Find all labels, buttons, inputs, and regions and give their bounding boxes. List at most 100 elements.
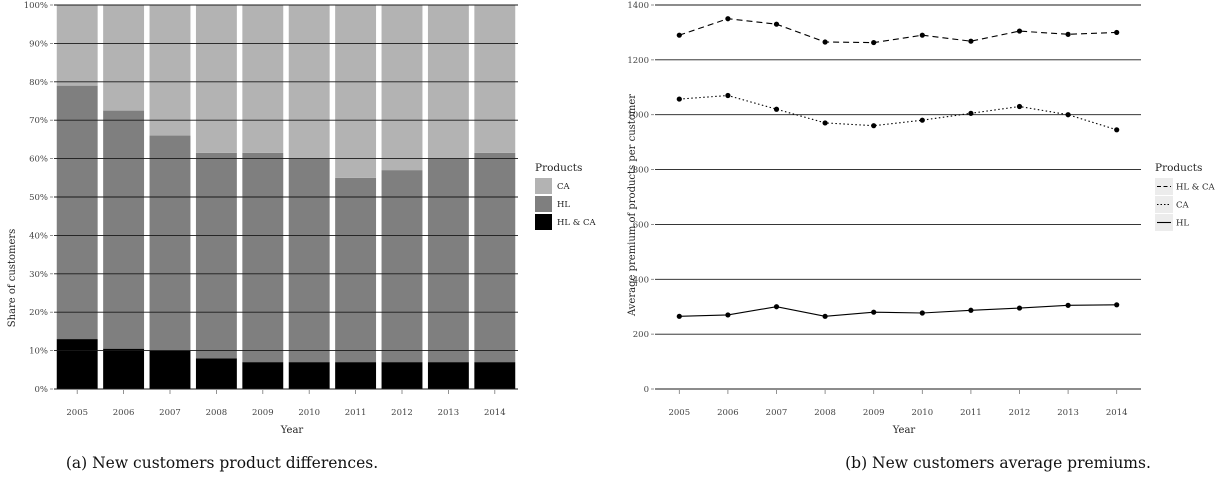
line-chart-lines [676, 16, 1120, 319]
line-point-hl-ca-2005 [676, 32, 682, 38]
line-point-ca-2013 [1065, 112, 1071, 118]
bar-segment-hl-2005 [56, 85, 98, 340]
bar-chart-x-tick-label: 2013 [438, 408, 460, 418]
line-point-ca-2006 [725, 92, 731, 99]
line-point-hl-2011 [968, 307, 974, 313]
bar-chart-y-tick-label: 90% [29, 39, 48, 49]
bar-chart-y-tick-label: 30% [29, 270, 48, 280]
line-chart-y-tick-label: 1400 [627, 1, 649, 11]
line-chart-y-tick-label: 200 [633, 330, 649, 340]
bar-chart-x-axis-title: Year [280, 425, 304, 436]
line-chart-x-axis-title: Year [892, 425, 916, 436]
line-chart-caption: (b) New customers average premiums. [845, 454, 1151, 472]
bar-segment-hl-2008 [195, 152, 237, 359]
line-point-hl-ca-2007 [773, 21, 780, 27]
bar-segment-hl-ca-2006 [103, 348, 145, 389]
bar-segment-ca-2011 [335, 5, 377, 178]
line-chart-y-tick-label: 400 [633, 275, 649, 285]
line-chart-legend-label: CA [1176, 201, 1190, 211]
bar-chart-caption: (a) New customers product differences. [66, 454, 378, 472]
line-point-ca-2007 [773, 106, 780, 112]
bar-segment-hl-ca-2005 [56, 339, 98, 389]
line-point-hl-ca-2012 [1016, 28, 1023, 34]
bar-segment-ca-2014 [474, 5, 516, 153]
bar-chart-y-tick-label: 50% [29, 193, 48, 203]
bar-segment-hl-ca-2009 [242, 362, 284, 389]
bar-segment-hl-2011 [335, 177, 377, 363]
line-chart-y-axis-title: Average premium of products per customer [627, 94, 638, 317]
line-chart-gridlines [655, 4, 1141, 390]
bar-chart-y-tick-label: 10% [29, 347, 48, 357]
bar-segment-ca-2006 [103, 5, 145, 111]
bar-segment-hl-ca-2014 [474, 362, 516, 389]
bar-chart-legend-title: Products [535, 162, 582, 174]
line-point-hl-2014 [1114, 302, 1120, 308]
line-chart-x-tick-label: 2010 [911, 408, 933, 418]
line-chart-legend-title: Products [1155, 162, 1202, 174]
bar-chart-legend-label: HL [557, 200, 570, 210]
bar-chart-legend-swatch [535, 196, 552, 212]
bar-segment-hl-ca-2010 [288, 362, 330, 389]
line-point-hl-ca-2008 [822, 39, 828, 45]
line-chart-x-tick-label: 2009 [863, 408, 885, 418]
bar-chart-y-tick-label: 60% [29, 155, 48, 165]
bar-chart-x-tick-label: 2007 [159, 408, 181, 418]
bar-segment-ca-2009 [242, 5, 284, 153]
line-point-ca-2005 [676, 96, 682, 102]
bar-segment-hl-ca-2011 [335, 362, 377, 389]
line-chart-x-ticks: 2005 2006 2007 2008 2009 2010 2011 2012 2013 2014 [668, 390, 1128, 418]
bar-chart-y-tick-label: 0% [35, 385, 49, 395]
line-point-hl-2012 [1016, 305, 1023, 311]
line-chart-y-tick-label: 800 [633, 166, 649, 176]
line-chart-x-tick-label: 2011 [960, 408, 982, 418]
line-point-ca-2011 [968, 110, 974, 116]
line-point-hl-2006 [725, 312, 731, 318]
bar-segment-hl-2006 [103, 110, 145, 349]
line-chart-y-tick-label: 1000 [627, 111, 649, 121]
bar-chart-x-tick-label: 2012 [391, 408, 413, 418]
line-chart-x-tick-label: 2005 [668, 408, 690, 418]
line-point-ca-2014 [1114, 127, 1120, 133]
bar-segment-hl-ca-2013 [427, 362, 469, 389]
line-point-hl-2010 [919, 310, 925, 316]
bar-chart-y-axis-title: Share of customers [7, 229, 18, 328]
line-point-hl-ca-2013 [1065, 31, 1071, 37]
bar-chart-legend-label: CA [557, 182, 571, 192]
bar-chart-x-tick-label: 2014 [484, 408, 506, 418]
line-point-hl-2013 [1065, 302, 1071, 308]
bar-segment-hl-2013 [427, 158, 469, 363]
line-chart-x-tick-label: 2014 [1106, 408, 1128, 418]
bar-chart-x-tick-label: 2008 [206, 408, 228, 418]
bar-chart-panel: 0%10%20%30%40%50%60%70%80%90%100% 2005 20… [7, 1, 597, 472]
line-chart-x-tick-label: 2012 [1009, 408, 1031, 418]
line-chart-legend-label: HL & CA [1176, 183, 1216, 193]
bar-chart-y-tick-label: 20% [29, 308, 48, 318]
bar-chart-x-tick-label: 2006 [113, 408, 135, 418]
line-point-ca-2008 [822, 120, 828, 126]
bar-segment-hl-ca-2012 [381, 362, 423, 389]
line-point-hl-ca-2009 [871, 39, 877, 46]
bar-segment-ca-2012 [381, 5, 423, 171]
line-point-hl-2008 [822, 313, 828, 319]
bar-chart-y-tick-label: 100% [24, 1, 48, 11]
bar-chart-legend: Products CA HL HL & CA [535, 162, 597, 230]
bar-segment-hl-ca-2007 [149, 350, 191, 389]
line-point-hl-ca-2006 [725, 16, 731, 22]
bar-chart-y-tick-label: 70% [29, 116, 48, 126]
bar-chart-x-tick-label: 2005 [66, 408, 88, 418]
bar-chart-x-tick-label: 2010 [298, 408, 320, 418]
line-chart-x-tick-label: 2013 [1057, 408, 1079, 418]
line-point-ca-2010 [919, 117, 925, 123]
line-chart-y-ticks: 0 200 400 600 800 1000 1200 1400 [627, 1, 654, 395]
bar-segment-hl-2009 [242, 152, 284, 363]
line-chart-x-tick-label: 2007 [766, 408, 788, 418]
bar-chart-x-tick-label: 2011 [345, 408, 367, 418]
line-series-ca [679, 94, 1117, 131]
line-chart-x-tick-label: 2008 [814, 408, 836, 418]
line-point-ca-2009 [871, 123, 877, 129]
line-point-hl-2005 [676, 313, 682, 319]
line-chart-y-tick-label: 1200 [627, 56, 649, 66]
bar-chart-bars [56, 5, 516, 389]
line-chart-y-tick-label: 0 [644, 385, 649, 395]
